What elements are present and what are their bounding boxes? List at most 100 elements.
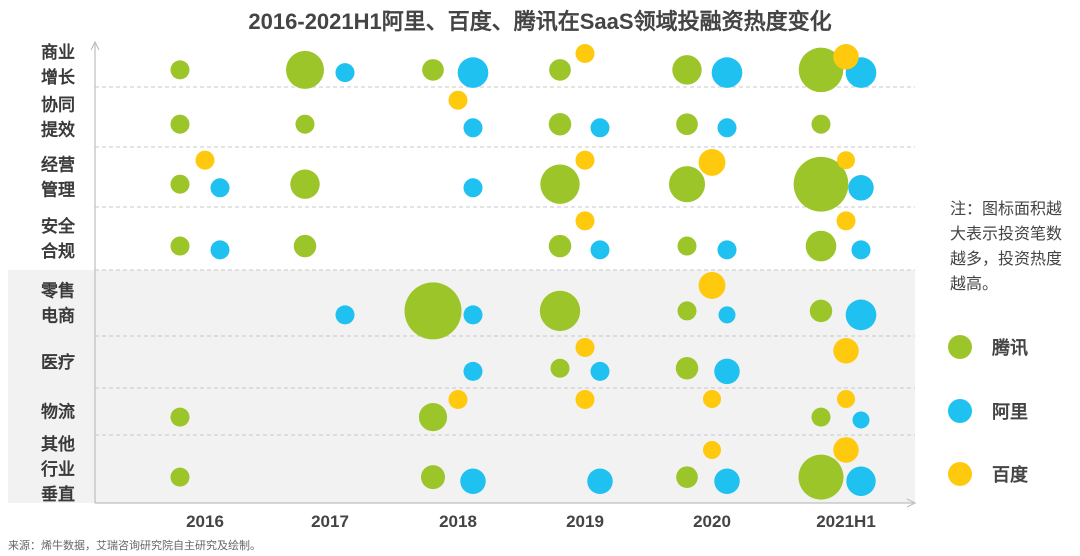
source-note: 来源：烯牛数据，艾瑞咨询研究院自主研究及绘制。: [8, 540, 261, 552]
y-category-label: 物流: [41, 402, 75, 422]
bubble-阿里: [846, 466, 876, 496]
y-category-label: 增长: [41, 67, 76, 87]
bubble-百度: [575, 338, 595, 357]
y-category-label: 垂直: [41, 484, 75, 504]
bubble-腾讯: [550, 358, 570, 378]
bubble-阿里: [463, 178, 483, 198]
bubble-阿里: [587, 468, 613, 494]
bubble-阿里: [717, 118, 737, 138]
legend-dot-icon: [948, 462, 972, 486]
bubble-百度: [836, 390, 856, 409]
bubble-腾讯: [170, 60, 190, 80]
bubble-百度: [575, 390, 595, 409]
bubble-腾讯: [675, 356, 699, 380]
bubble-腾讯: [549, 59, 571, 81]
x-tick-label: 2017: [311, 512, 349, 531]
bubble-腾讯: [548, 112, 572, 136]
legend-item: 百度: [948, 460, 1028, 488]
bubble-阿里: [718, 306, 736, 324]
bubble-腾讯: [170, 174, 190, 194]
bubble-百度: [836, 211, 856, 231]
bubble-腾讯: [170, 236, 190, 256]
bubble-腾讯: [676, 113, 698, 136]
bubble-百度: [575, 211, 595, 231]
bubble-阿里: [463, 118, 483, 138]
bubble-腾讯: [809, 299, 833, 323]
bubble-阿里: [848, 175, 874, 201]
bubble-腾讯: [798, 47, 844, 93]
y-axis-arrow-icon: [90, 40, 100, 51]
bubble-百度: [702, 390, 722, 409]
bubble-腾讯: [668, 166, 706, 203]
bubble-阿里: [210, 240, 230, 260]
legend-label: 腾讯: [992, 338, 1028, 358]
x-tick-label: 2018: [439, 512, 477, 531]
bubble-腾讯: [295, 114, 315, 134]
bubble-阿里: [851, 240, 871, 260]
bubble-百度: [836, 151, 856, 170]
legend-item: 腾讯: [948, 333, 1028, 361]
y-category-label: 提效: [41, 120, 75, 140]
x-tick-label: 2019: [566, 512, 604, 531]
bubble-阿里: [590, 240, 610, 260]
bubble-百度: [575, 150, 595, 170]
bubble-百度: [698, 272, 726, 299]
bubble-腾讯: [170, 114, 190, 134]
bubble-腾讯: [422, 59, 444, 81]
bubble-腾讯: [676, 466, 698, 488]
bubble-腾讯: [418, 403, 448, 432]
x-axis-arrow-icon: [906, 498, 917, 508]
x-tick-label: 2021H1: [816, 512, 876, 531]
bubble-百度: [448, 390, 468, 409]
bubble-腾讯: [293, 234, 317, 258]
y-category-label: 协同: [41, 95, 75, 115]
bubble-阿里: [460, 468, 486, 494]
bubble-阿里: [210, 178, 230, 198]
bubble-百度: [575, 44, 595, 63]
bubble-百度: [448, 90, 468, 110]
bubble-腾讯: [170, 407, 190, 427]
bubble-阿里: [714, 358, 740, 385]
industry-band-background: [8, 270, 915, 503]
bubble-腾讯: [805, 230, 837, 262]
y-category-label: 管理: [41, 180, 75, 200]
bubble-腾讯: [539, 290, 581, 332]
bubble-阿里: [852, 411, 870, 429]
bubble-百度: [833, 437, 859, 463]
bubble-腾讯: [420, 465, 446, 490]
y-category-label: 电商: [41, 306, 75, 326]
y-category-label: 安全: [41, 216, 76, 236]
bubble-百度: [195, 150, 215, 170]
bubble-阿里: [717, 240, 737, 260]
y-category-label: 行业: [40, 459, 75, 479]
bubble-腾讯: [540, 164, 580, 204]
size-note: 注：图标面积越大表示投资笔数越多，投资热度越高。: [950, 201, 1063, 293]
bubble-阿里: [714, 468, 740, 494]
legend-dot-icon: [948, 399, 972, 423]
y-category-label: 其他: [41, 434, 75, 454]
bubble-腾讯: [798, 454, 844, 500]
bubble-腾讯: [677, 301, 697, 321]
bubble-百度: [702, 440, 722, 459]
bubble-阿里: [590, 118, 610, 138]
x-tick-label: 2020: [693, 512, 731, 531]
bubble-腾讯: [404, 282, 462, 340]
bubble-百度: [698, 149, 726, 176]
bubble-阿里: [457, 57, 489, 88]
bubble-腾讯: [811, 114, 831, 134]
bubble-阿里: [335, 305, 355, 325]
bubble-阿里: [845, 299, 877, 331]
chart-title: 2016-2021H1阿里、百度、腾讯在SaaS领域投融资热度变化: [248, 9, 832, 34]
bubble-阿里: [463, 361, 483, 381]
legend-label: 阿里: [992, 402, 1028, 422]
bubble-百度: [833, 338, 859, 364]
y-category-label: 商业: [41, 42, 75, 62]
legend-label: 百度: [992, 465, 1028, 485]
bubble-腾讯: [811, 407, 831, 427]
y-category-label: 合规: [41, 241, 75, 261]
bubble-阿里: [335, 63, 355, 83]
bubble-腾讯: [793, 156, 849, 212]
legend-dot-icon: [948, 335, 972, 359]
bubble-阿里: [711, 57, 743, 88]
